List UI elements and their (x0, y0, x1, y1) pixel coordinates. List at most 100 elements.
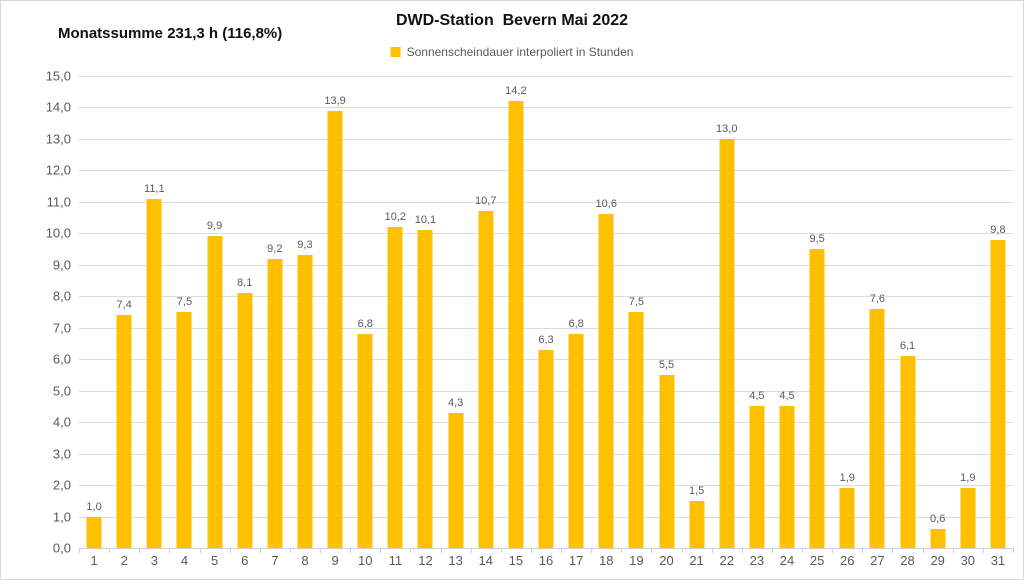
x-axis-labels: 1 2 3 4 5 6 7 8 9 10 11 12 13 14 15 16 17 18 19 20 21 22 23 24 2… (79, 553, 1013, 571)
bar-slot: 7,5 (169, 76, 199, 548)
x-axis-tick-label: 1 (90, 553, 98, 568)
bar-value-label: 7,5 (628, 296, 645, 308)
x-axis-tick-label: 29 (930, 553, 945, 568)
bar-day-11 (387, 227, 403, 548)
bar-slot: 10,1 (410, 76, 440, 548)
bar-slot: 1,9 (953, 76, 983, 548)
bar-day-4 (176, 312, 192, 548)
bar-day-10 (357, 334, 373, 548)
bar-day-27 (869, 308, 885, 548)
bar-day-25 (809, 249, 825, 548)
x-axis-tick (952, 548, 954, 553)
bar-value-label: 13,9 (324, 94, 346, 107)
bar-slot: 0,6 (923, 76, 953, 548)
x-axis-tick (320, 548, 322, 553)
legend-label: Sonnenscheindauer interpoliert in Stunde… (406, 45, 634, 59)
y-axis-tick-label: 11,0 (46, 194, 71, 210)
bar-day-9 (327, 110, 343, 548)
bar-day-31 (990, 239, 1006, 548)
bar-slot: 7,6 (862, 76, 892, 548)
bar-value-label: 1,9 (960, 472, 976, 485)
bar-day-6 (237, 293, 253, 548)
bar-value-label: 9,8 (990, 223, 1006, 236)
monthly-sum-title: Monatssumme 231,3 h (116,8%) (58, 25, 283, 42)
x-axis-tick-label: 26 (840, 553, 855, 568)
x-axis-tick-label: 10 (357, 553, 373, 568)
gridline (79, 76, 1013, 77)
bar-day-24 (779, 406, 795, 548)
x-axis-tick-label: 28 (900, 553, 915, 568)
x-axis-tick (771, 548, 773, 553)
bar-day-15 (508, 101, 524, 548)
x-axis-tick-label: 27 (870, 553, 885, 568)
bar-value-label: 7,6 (869, 292, 886, 305)
x-axis-tick-label: 23 (749, 553, 765, 568)
bar-day-1 (86, 516, 102, 548)
x-axis-tick-label: 2 (120, 553, 128, 568)
x-axis-tick (591, 548, 593, 553)
x-axis-tick-label: 7 (271, 553, 279, 568)
bar-slot: 6,8 (561, 76, 591, 548)
bar-day-13 (448, 412, 464, 548)
legend-marker-icon (390, 47, 401, 57)
x-axis-tick-label: 22 (719, 553, 734, 568)
bar-value-label: 10,6 (595, 198, 617, 211)
x-axis-tick (500, 548, 502, 553)
bar-day-8 (297, 255, 313, 548)
x-axis-tick-label: 16 (538, 553, 554, 568)
bar-day-2 (116, 315, 132, 548)
x-axis-tick (711, 548, 713, 553)
x-axis-tick (1013, 548, 1014, 553)
gridline (79, 296, 1013, 298)
bar-day-12 (417, 230, 433, 548)
x-axis-tick-label: 9 (331, 553, 339, 568)
bar-value-label: 7,5 (176, 296, 193, 308)
x-axis-tick (79, 548, 80, 553)
x-axis-tick (350, 548, 352, 553)
y-axis-tick-label: 15,0 (45, 68, 71, 84)
gridline (79, 233, 1013, 235)
bar-value-label: 1,0 (86, 500, 102, 513)
bar-day-20 (659, 374, 674, 548)
bar-value-label: 8,1 (237, 277, 253, 290)
x-axis-tick-label: 21 (689, 553, 704, 568)
x-axis-tick-label: 17 (568, 553, 584, 568)
x-axis-tick-label: 31 (990, 553, 1006, 568)
bar-day-22 (719, 138, 735, 548)
bar-value-label: 7,4 (116, 299, 132, 312)
x-axis-tick-label: 12 (418, 553, 433, 568)
y-axis-tick-label: 1,0 (52, 509, 71, 525)
bar-day-29 (930, 529, 946, 548)
x-axis-tick (741, 548, 743, 553)
y-axis-tick-label: 8,0 (52, 288, 71, 304)
bar-value-label: 10,2 (384, 211, 407, 224)
bar-slot: 4,3 (441, 76, 471, 548)
bar-slot: 10,2 (380, 76, 410, 548)
gridline (79, 138, 1013, 140)
y-axis-tick-label: 6,0 (52, 351, 71, 367)
bar-slot: 13,0 (712, 76, 742, 548)
bar-day-18 (598, 214, 614, 548)
y-axis-tick-label: 9,0 (52, 257, 71, 273)
bar-value-label: 6,3 (538, 333, 554, 346)
plot-area: 1,0 7,4 11,1 7,5 9,9 8,1 9,2 9,3 13,9 6,8 10,2 10,1… (79, 76, 1014, 553)
x-axis-tick-label: 20 (659, 553, 674, 568)
x-axis-tick-label: 25 (809, 553, 825, 568)
bar-value-label: 6,8 (357, 318, 373, 331)
x-axis-tick (289, 548, 291, 553)
bar-slot: 6,3 (531, 76, 561, 548)
bar-value-label: 4,5 (779, 390, 795, 403)
x-axis-tick-label: 24 (779, 553, 795, 568)
bar-value-label: 5,5 (658, 358, 675, 371)
bar-value-label: 10,1 (414, 214, 437, 227)
x-axis-tick-label: 13 (448, 553, 463, 568)
x-axis-tick-label: 15 (508, 553, 524, 568)
bar-slot: 6,1 (892, 76, 922, 548)
bar-day-7 (267, 258, 283, 548)
gridline (79, 201, 1013, 203)
y-axis-tick-label: 3,0 (52, 446, 71, 462)
bar-slot: 9,2 (260, 76, 290, 548)
bar-slot: 10,6 (591, 76, 621, 548)
y-axis-tick-label: 0,0 (52, 540, 71, 556)
gridline (79, 264, 1013, 266)
